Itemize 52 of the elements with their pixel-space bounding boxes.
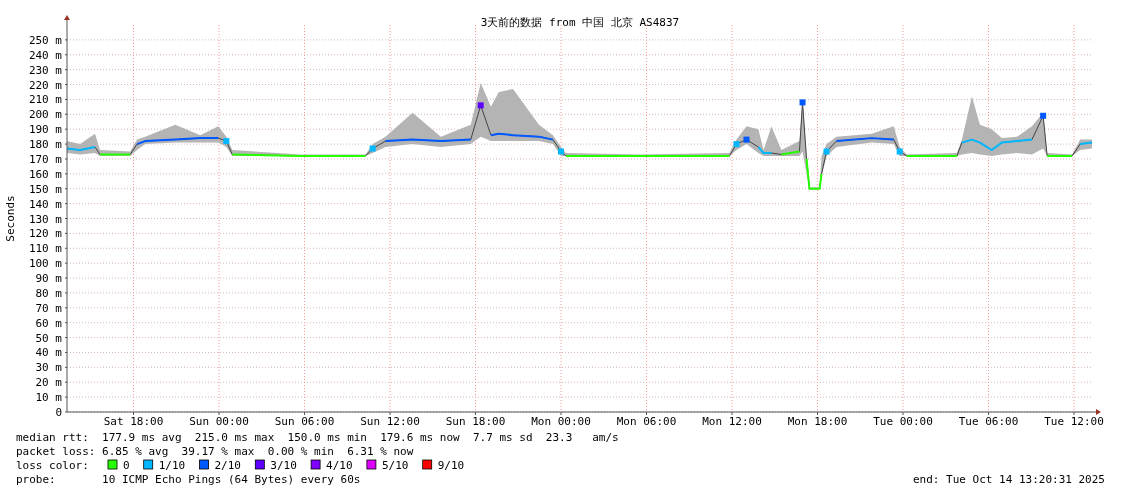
x-tick-label: Sun 12:00	[360, 415, 420, 428]
y-tick-label: 20 m	[35, 376, 63, 390]
legend-label: 3/10	[270, 459, 297, 472]
legend-title: loss color:	[16, 459, 89, 472]
y-tick-label: 110 m	[28, 242, 63, 256]
legend-label: 2/10	[214, 459, 241, 472]
x-tick-label: Tue 12:00	[1044, 415, 1104, 428]
y-tick-label: 210 m	[28, 93, 63, 107]
y-tick-label: 50 m	[35, 331, 63, 345]
x-tick-label: Tue 06:00	[958, 415, 1019, 428]
chart-title: 3天前的数据 from 中国 北京 AS4837	[480, 16, 680, 29]
x-tick-label: Mon 12:00	[702, 415, 762, 428]
y-tick-label: 0	[55, 406, 62, 419]
y-tick-label: 220 m	[28, 78, 63, 92]
y-tick-label: 200 m	[28, 108, 63, 122]
y-tick-label: 170 m	[28, 152, 63, 166]
y-tick-label: 80 m	[35, 286, 63, 300]
x-tick-label: Mon 00:00	[531, 415, 591, 428]
y-tick-label: 60 m	[35, 316, 63, 330]
x-tick-label: Sun 06:00	[274, 415, 335, 428]
x-tick-label: Mon 06:00	[616, 415, 677, 428]
y-tick-label: 40 m	[35, 346, 63, 360]
y-tick-label: 190 m	[28, 123, 63, 137]
y-tick-label: 30 m	[35, 361, 63, 375]
x-tick-label: Tue 00:00	[873, 415, 933, 428]
text: median rtt: 177.9 ms avg 215.0 ms max 150.0 ms min 179.6 ms now 7.7 ms sd 23.3 am/s	[16, 431, 619, 444]
y-tick-label: 160 m	[28, 167, 63, 181]
x-tick-label: Mon 18:00	[787, 415, 848, 428]
y-tick-label: 180 m	[28, 138, 63, 152]
text: packet loss: 6.85 % avg 39.17 % max 0.00 % min 6.31 % now	[16, 445, 414, 458]
y-tick-label: 120 m	[28, 227, 63, 241]
y-tick-label: 90 m	[35, 272, 63, 286]
text: end: Tue Oct 14 13:20:31 2025	[912, 473, 1105, 486]
legend-label: 4/10	[326, 459, 353, 472]
x-tick-label: Sun 18:00	[445, 415, 506, 428]
y-tick-label: 140 m	[28, 197, 63, 211]
x-tick-label: Sun 00:00	[189, 415, 249, 428]
y-tick-label: 230 m	[28, 63, 63, 77]
y-tick-label: 150 m	[28, 182, 63, 196]
y-tick-label: 70 m	[35, 301, 63, 315]
x-tick-label: Sat 18:00	[103, 415, 164, 428]
y-tick-label: 100 m	[28, 257, 63, 271]
legend-label: 9/10	[437, 459, 465, 472]
y-tick-label: 250 m	[28, 33, 63, 47]
y-tick-label: 240 m	[28, 48, 63, 62]
legend-label: 1/10	[158, 459, 186, 472]
y-axis-title: Seconds	[4, 195, 17, 242]
y-tick-label: 10 m	[35, 391, 63, 405]
text: probe: 10 ICMP Echo Pings (64 Bytes) every 60s	[16, 473, 361, 486]
y-tick-label: 130 m	[28, 212, 63, 226]
legend-label: 5/10	[381, 459, 409, 472]
legend-label: 0	[123, 459, 130, 472]
